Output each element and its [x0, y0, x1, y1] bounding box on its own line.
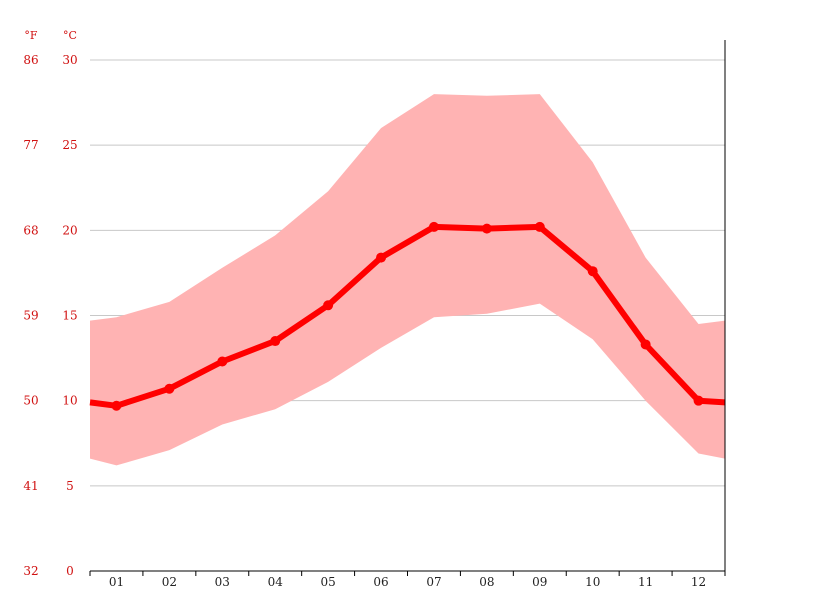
data-point [693, 395, 704, 406]
data-point [164, 383, 175, 394]
fahrenheit-tick-label: 86 [23, 53, 38, 67]
celsius-tick-label: 25 [62, 138, 77, 152]
data-point [428, 221, 439, 232]
month-tick-label: 11 [638, 575, 653, 589]
data-point [481, 223, 492, 234]
data-point [640, 339, 651, 350]
fahrenheit-tick-label: 50 [23, 394, 38, 408]
month-tick-label: 06 [373, 575, 388, 589]
celsius-tick-label: 0 [66, 564, 74, 578]
celsius-tick-label: 20 [62, 223, 77, 237]
fahrenheit-tick-label: 68 [23, 223, 38, 237]
month-tick-label: 08 [479, 575, 494, 589]
month-tick-label: 04 [268, 575, 284, 589]
fahrenheit-tick-label: 59 [23, 309, 38, 323]
month-tick-label: 01 [109, 575, 124, 589]
month-tick-label: 09 [532, 575, 547, 589]
celsius-tick-label: 5 [66, 479, 74, 493]
month-tick-label: 05 [320, 575, 335, 589]
temperature-range-band [90, 94, 725, 466]
celsius-unit-label: °C [63, 29, 77, 42]
fahrenheit-tick-label: 32 [23, 564, 38, 578]
celsius-tick-label: 30 [62, 53, 77, 67]
axes [89, 40, 726, 576]
average-temperature-series [89, 221, 726, 411]
celsius-tick-label: 10 [62, 394, 77, 408]
fahrenheit-unit-label: °F [24, 29, 38, 42]
series-line [89, 223, 726, 409]
month-tick-label: 07 [426, 575, 441, 589]
month-tick-label: 12 [691, 575, 706, 589]
month-tick-label: 02 [162, 575, 177, 589]
celsius-tick-label: 15 [62, 309, 77, 323]
range-band-area [90, 94, 725, 466]
data-point [217, 356, 228, 367]
data-point [323, 300, 334, 311]
data-point [376, 252, 387, 263]
data-point [270, 336, 281, 347]
fahrenheit-tick-label: 41 [23, 479, 38, 493]
month-tick-label: 03 [215, 575, 230, 589]
month-tick-label: 10 [585, 575, 600, 589]
data-point [111, 400, 122, 411]
data-point [534, 221, 545, 232]
fahrenheit-tick-label: 77 [23, 138, 38, 152]
data-point [587, 266, 598, 277]
